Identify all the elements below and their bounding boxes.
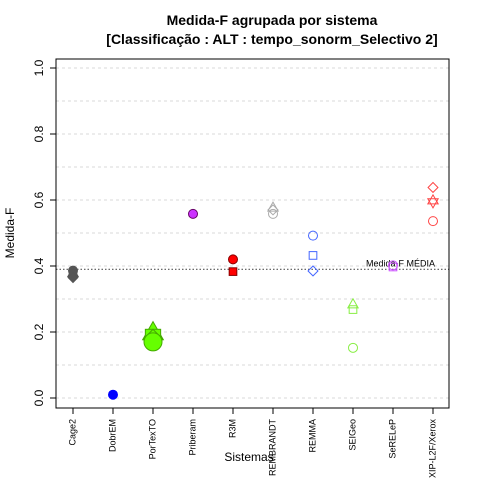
y-axis: 0.0 0.2 0.4 0.6 0.8 1.0 — [32, 59, 56, 406]
data-point — [308, 230, 318, 241]
x-axis-label: Sistemas — [224, 450, 273, 464]
chart-title-line2: [Classificação : ALT : tempo_sonorm_Sele… — [106, 31, 437, 47]
plot-frame — [55, 58, 450, 409]
data-point — [188, 208, 198, 219]
x-tick-label: SeRELeP — [387, 419, 397, 459]
x-tick-label: REMBRANDT — [267, 419, 277, 477]
y-tick-label: 0.2 — [32, 323, 46, 340]
data-point — [67, 271, 79, 284]
data-point — [348, 342, 358, 353]
y-tick-label: 0.8 — [32, 125, 46, 142]
reference-line-group: Medida-F MÉDIA — [56, 258, 449, 270]
y-tick-label: 1.0 — [32, 59, 46, 76]
data-point — [143, 332, 163, 352]
data-point — [268, 208, 278, 219]
chart-title-line1: Medida-F agrupada por sistema — [167, 12, 378, 28]
data-point — [108, 389, 118, 400]
data-point — [308, 251, 318, 260]
data-point — [427, 181, 439, 194]
data-point — [266, 201, 280, 212]
x-tick-label: PorTexTO — [147, 419, 157, 459]
x-tick-label: Priberam — [187, 419, 197, 456]
x-tick-label: R3M — [227, 419, 237, 438]
y-tick-label: 0.0 — [32, 389, 46, 406]
x-tick-label: Cage2 — [67, 419, 77, 446]
data-points — [66, 181, 440, 400]
y-axis-label: Medida-F — [3, 208, 17, 259]
data-point — [426, 198, 440, 209]
x-tick-label: DobrEM — [107, 419, 117, 452]
x-axis: Cage2 DobrEM PorTexTO Priberam R3M REMBRANDT R… — [67, 408, 437, 478]
data-point — [428, 216, 438, 227]
data-point — [388, 260, 398, 271]
data-point — [267, 204, 279, 216]
data-point — [228, 254, 238, 265]
data-point — [426, 193, 440, 205]
y-tick-label: 0.6 — [32, 191, 46, 208]
data-point — [388, 262, 398, 272]
x-tick-label: XIP-L2F/Xerox — [427, 419, 437, 479]
data-point — [346, 297, 360, 309]
data-point — [307, 265, 319, 277]
grid — [56, 67, 449, 399]
y-tick-label: 0.4 — [32, 257, 46, 274]
x-tick-label: REMMA — [307, 419, 317, 453]
reference-line-label: Medida-F MÉDIA — [366, 258, 435, 268]
x-tick-label: SEIGeo — [347, 419, 357, 451]
data-point — [228, 267, 238, 276]
data-point — [348, 305, 358, 314]
